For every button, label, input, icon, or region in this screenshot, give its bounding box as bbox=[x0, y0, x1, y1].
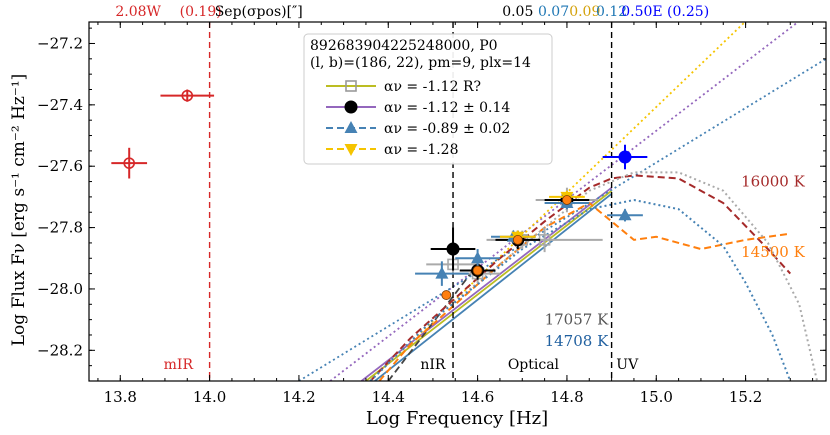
legend-box bbox=[303, 33, 553, 165]
fit-line bbox=[374, 193, 613, 381]
legend-label: αν = -1.12 R? bbox=[384, 79, 481, 95]
top-annotation: 0.09 bbox=[569, 4, 600, 20]
legend-title: 892683904225248000, P0 bbox=[310, 38, 498, 54]
x-tick-label: 15.2 bbox=[729, 388, 762, 406]
x-tick-label: 14.8 bbox=[550, 388, 583, 406]
plot-frame bbox=[88, 21, 827, 382]
top-annotation: Sep(σpos)[″] bbox=[215, 4, 303, 20]
x-tick-label: 15.0 bbox=[640, 388, 673, 406]
legend-marker bbox=[344, 121, 358, 133]
data-point bbox=[123, 157, 135, 169]
x-tick-label: 14.2 bbox=[282, 388, 315, 406]
y-tick-label: −27.8 bbox=[37, 219, 83, 237]
data-point bbox=[472, 265, 483, 276]
legend-label: αν = -1.12 ± 0.14 bbox=[384, 100, 510, 116]
data-point bbox=[562, 195, 572, 205]
axes: 13.8 14.0 14.2 14.4 14.6 14.8 15.0 15.2 −28.2 −28… bbox=[37, 22, 826, 406]
legend-marker bbox=[344, 144, 358, 156]
data-point bbox=[512, 234, 523, 245]
temperature-label: 14708 K bbox=[545, 332, 609, 350]
top-annotation: 0.05 bbox=[502, 4, 533, 20]
data-point bbox=[618, 208, 632, 221]
model-curve bbox=[378, 201, 791, 381]
y-tick-label: −28.0 bbox=[37, 280, 83, 298]
x-tick-label: 13.8 bbox=[104, 388, 137, 406]
temperature-label: 14500 K bbox=[741, 243, 805, 261]
y-tick-label: −27.2 bbox=[37, 34, 83, 52]
data-point bbox=[181, 89, 194, 102]
top-annotation: 0.12 bbox=[596, 4, 627, 20]
top-annotation: 0.07 bbox=[538, 4, 569, 20]
top-annotation: 0.50E (0.25) bbox=[621, 4, 709, 20]
annotations: mIR nIR UV Optical 16000 K 14500 K 17057 K 1470… bbox=[115, 4, 805, 373]
top-annotation: 2.08W bbox=[115, 4, 161, 20]
y-tick-label: −27.4 bbox=[37, 96, 83, 114]
band-label: Optical bbox=[508, 357, 560, 373]
fit-line bbox=[329, 22, 800, 381]
fit-line bbox=[365, 190, 613, 381]
x-tick-label: 14.4 bbox=[372, 388, 405, 406]
legend-label: αν = -1.28 bbox=[384, 142, 459, 158]
data-point bbox=[435, 266, 449, 279]
legend-subtitle: (l, b)=(186, 22), pm=9, plx=14 bbox=[310, 55, 531, 71]
top-annotation: (0.19) bbox=[180, 4, 222, 20]
region-label: mIR bbox=[164, 357, 194, 373]
y-tick-label: −27.6 bbox=[37, 157, 83, 175]
region-label: nIR bbox=[420, 357, 446, 373]
y-axis-label: Log Flux Fν [erg s⁻¹ cm⁻² Hz⁻¹] bbox=[9, 74, 29, 347]
model-curve bbox=[369, 198, 792, 381]
plot-points bbox=[111, 89, 648, 300]
legend-marker bbox=[344, 100, 358, 114]
data-point bbox=[441, 290, 452, 300]
region-label: UV bbox=[616, 357, 639, 373]
y-tick-label: −28.2 bbox=[37, 341, 83, 359]
data-point bbox=[471, 251, 485, 264]
temperature-label: 17057 K bbox=[545, 311, 609, 329]
temperature-label: 16000 K bbox=[741, 173, 805, 191]
data-point bbox=[618, 150, 632, 164]
legend-marker bbox=[345, 80, 357, 92]
data-point bbox=[446, 242, 460, 256]
legend-label: αν = -0.89 ± 0.02 bbox=[384, 121, 510, 137]
fit-line bbox=[387, 263, 479, 381]
model-curve bbox=[369, 174, 792, 381]
x-tick-label: 14.6 bbox=[461, 388, 494, 406]
x-tick-label: 14.0 bbox=[193, 388, 226, 406]
x-axis-label: Log Frequency [Hz] bbox=[366, 408, 548, 429]
legend: 892683904225248000, P0(l, b)=(186, 22), … bbox=[303, 33, 553, 165]
